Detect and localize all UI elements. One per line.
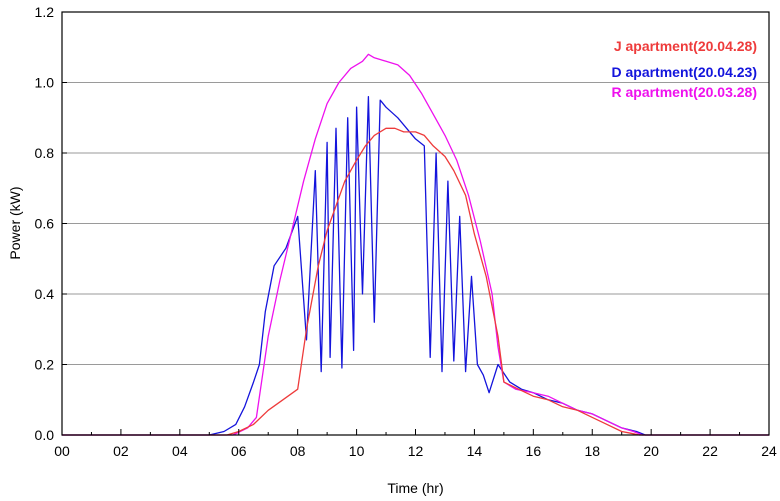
legend: J apartment(20.04.28) D apartment(20.04.2… [611,38,757,100]
y-axis-label: Power (kW) [7,186,23,259]
axis-ticks: 0.0 0.2 0.4 0.6 0.8 1.0 1.2 00 02 04 06 08 10 12 14 16 1… [35,4,777,459]
x-tick-label: 22 [702,443,718,459]
x-tick-label: 12 [408,443,424,459]
series-line-j [62,127,769,436]
y-tick-label: 1.2 [35,4,55,20]
x-tick-label: 00 [54,443,70,459]
y-tick-label: 0.2 [35,357,55,373]
y-tick-label: 0.6 [35,216,55,232]
x-tick-label: 06 [231,443,247,459]
x-tick-label: 08 [290,443,306,459]
x-tick-label: 24 [761,443,777,459]
x-tick-label: 02 [113,443,129,459]
x-axis-label: Time (hr) [387,480,443,496]
legend-entry: J apartment(20.04.28) [614,38,757,54]
y-tick-label: 0.4 [35,286,55,302]
y-tick-label: 1.0 [35,75,55,91]
x-tick-label: 10 [349,443,365,459]
y-tick-label: 0.8 [35,145,55,161]
x-tick-label: 04 [172,443,188,459]
x-tick-label: 14 [467,443,483,459]
y-tick-label: 0.0 [35,427,55,443]
x-tick-label: 18 [584,443,600,459]
x-tick-label: 20 [643,443,659,459]
legend-entry: D apartment(20.04.23) [611,64,757,80]
x-tick-label: 16 [526,443,542,459]
series-lines [62,53,769,436]
legend-entry: R apartment(20.03.28) [611,84,757,100]
grid-lines [62,82,769,365]
